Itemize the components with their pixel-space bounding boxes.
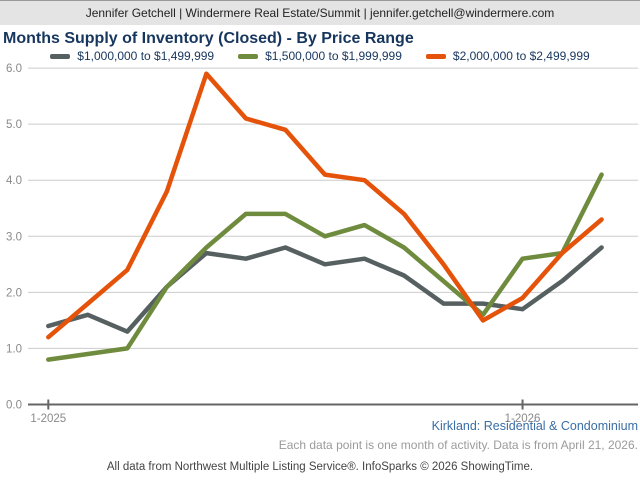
x-axis-tick-label: 1-2026 [505, 413, 541, 425]
header-text: Jennifer Getchell | Windermere Real Esta… [85, 6, 555, 20]
line-chart: 0.0 1.0 2.0 3.0 4.0 5.0 6.0 1-2025 1-2026 [6, 63, 638, 425]
legend-item-0: $1,000,000 to $1,499,999 [50, 49, 214, 63]
y-axis-tick-label: 0.0 [6, 400, 22, 412]
chart-legend: $1,000,000 to $1,499,999 $1,500,000 to $1… [0, 49, 640, 63]
y-axis-tick-label: 6.0 [6, 63, 22, 75]
legend-swatch-icon [50, 53, 71, 59]
data-note: Each data point is one month of activity… [278, 438, 638, 452]
legend-label: $2,000,000 to $2,499,999 [452, 49, 590, 63]
x-axis-tick-label: 1-2025 [30, 413, 66, 425]
y-axis-tick-label: 3.0 [6, 231, 22, 243]
legend-item-1: $1,500,000 to $1,999,999 [238, 49, 402, 63]
page-title: Months Supply of Inventory (Closed) - By… [3, 30, 414, 47]
legend-swatch-icon [425, 53, 446, 59]
attribution-footer: All data from Northwest Multiple Listing… [106, 461, 534, 473]
y-axis-tick-label: 2.0 [6, 287, 22, 299]
header-bar: Jennifer Getchell | Windermere Real Esta… [0, 0, 640, 25]
region-subtitle: Kirkland: Residential & Condominium [431, 419, 638, 433]
legend-swatch-icon [238, 53, 259, 59]
y-axis-tick-label: 4.0 [6, 175, 22, 187]
y-axis-tick-label: 1.0 [6, 343, 22, 355]
y-axis-tick-label: 5.0 [6, 119, 22, 131]
legend-label: $1,500,000 to $1,999,999 [265, 49, 402, 63]
series-line-2 [46, 71, 604, 340]
series-line-1 [46, 172, 604, 362]
legend-label: $1,000,000 to $1,499,999 [77, 49, 215, 63]
legend-item-2: $2,000,000 to $2,499,999 [425, 49, 590, 63]
